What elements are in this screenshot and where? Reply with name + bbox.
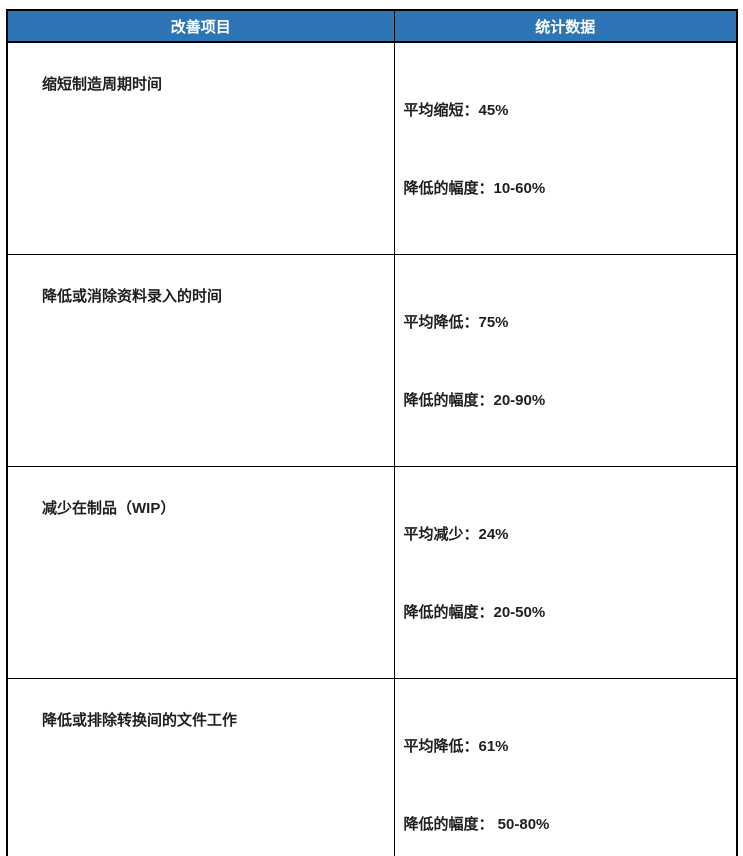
improvement-item-cell: 降低或排除转换间的文件工作 [7,679,394,856]
table-row: 减少在制品（WIP） 平均减少：24% 降低的幅度：20-50% [7,467,737,679]
stat-range-line: 降低的幅度：20-50% [404,600,729,626]
stat-range-line: 降低的幅度： 50-80% [404,812,729,838]
table-row: 缩短制造周期时间 平均缩短：45% 降低的幅度：10-60% [7,42,737,255]
improvement-item-label: 降低或消除资料录入的时间 [42,288,222,305]
table-row: 降低或消除资料录入的时间 平均降低：75% 降低的幅度：20-90% [7,255,737,467]
stat-cell: 平均减少：24% 降低的幅度：20-50% [394,467,737,679]
improvement-item-label: 降低或排除转换间的文件工作 [42,712,237,729]
stat-cell: 平均降低：75% 降低的幅度：20-90% [394,255,737,467]
header-row: 改善项目 统计数据 [7,10,737,42]
stat-range-line: 降低的幅度：10-60% [404,176,729,202]
stat-average-line: 平均降低：61% [404,734,729,760]
improvement-item-label: 减少在制品（WIP） [42,500,175,517]
stat-cell: 平均降低：61% 降低的幅度： 50-80% [394,679,737,856]
stat-range-line: 降低的幅度：20-90% [404,388,729,414]
header-improvement-items: 改善项目 [7,10,394,42]
improvement-item-cell: 缩短制造周期时间 [7,42,394,255]
table-row: 降低或排除转换间的文件工作 平均降低：61% 降低的幅度： 50-80% [7,679,737,856]
improvement-stats-table: 改善项目 统计数据 缩短制造周期时间 平均缩短：45% 降低的幅度：10-60%… [6,9,738,856]
stat-average-line: 平均降低：75% [404,310,729,336]
table-body: 缩短制造周期时间 平均缩短：45% 降低的幅度：10-60% 降低或消除资料录入… [7,42,737,856]
stat-average-line: 平均缩短：45% [404,98,729,124]
improvement-item-cell: 降低或消除资料录入的时间 [7,255,394,467]
header-statistics: 统计数据 [394,10,737,42]
improvement-item-cell: 减少在制品（WIP） [7,467,394,679]
improvement-item-label: 缩短制造周期时间 [42,76,162,93]
screenshot-root: 改善项目 统计数据 缩短制造周期时间 平均缩短：45% 降低的幅度：10-60%… [0,0,743,428]
stat-average-line: 平均减少：24% [404,522,729,548]
stat-cell: 平均缩短：45% 降低的幅度：10-60% [394,42,737,255]
